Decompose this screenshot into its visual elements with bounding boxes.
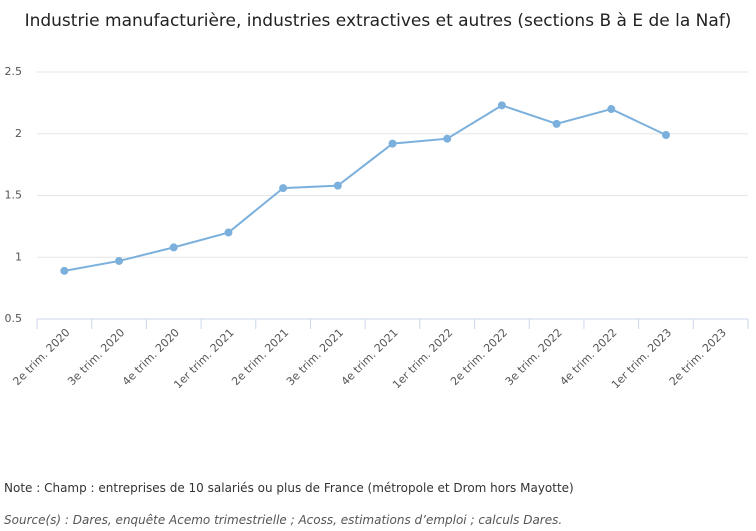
y-tick-label: 2	[15, 127, 22, 140]
point	[279, 184, 288, 193]
x-tick-label: 3e trim. 2020	[65, 326, 127, 388]
point	[552, 119, 561, 128]
point	[60, 266, 69, 275]
x-tick-label: 4e trim. 2020	[120, 326, 182, 388]
line-series	[64, 104, 667, 272]
point	[333, 181, 342, 190]
y-tick-label: 0.5	[5, 312, 23, 325]
point	[497, 101, 506, 110]
x-tick-label: 2e trim. 2021	[229, 326, 291, 388]
point	[388, 139, 397, 148]
point	[169, 243, 178, 252]
chart-title: Industrie manufacturière, industries ext…	[24, 11, 732, 31]
note: Note : Champ : entreprises de 10 salarié…	[4, 481, 574, 495]
point	[661, 130, 670, 139]
y-tick-label: 1	[15, 250, 22, 263]
y-tick-label: 2.5	[5, 65, 23, 78]
point	[443, 134, 452, 143]
point	[115, 256, 124, 265]
x-tick-label: 2e trim. 2020	[10, 326, 72, 388]
x-tick-label: 2e trim. 2023	[667, 326, 729, 388]
point	[607, 105, 616, 114]
x-tick-label: 3e trim. 2021	[284, 326, 346, 388]
x-tick-label: 2e trim. 2022	[448, 326, 510, 388]
source: Source(s) : Dares, enquête Acemo trimest…	[4, 513, 563, 527]
x-tick-label: 3e trim. 2022	[503, 326, 565, 388]
x-tick-label: 4e trim. 2021	[339, 326, 401, 388]
point	[224, 228, 233, 237]
y-tick-label: 1.5	[5, 189, 23, 202]
x-tick-label: 4e trim. 2022	[557, 326, 619, 388]
